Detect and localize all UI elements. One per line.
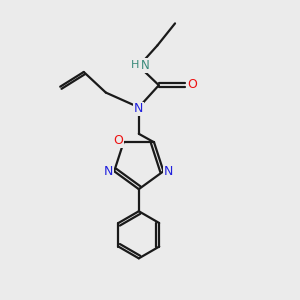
Text: N: N bbox=[141, 59, 150, 72]
Text: H: H bbox=[131, 60, 140, 70]
Text: N: N bbox=[134, 102, 143, 115]
Text: N: N bbox=[104, 165, 114, 178]
Text: N: N bbox=[164, 165, 173, 178]
Text: O: O bbox=[187, 78, 197, 91]
Text: O: O bbox=[113, 134, 123, 147]
